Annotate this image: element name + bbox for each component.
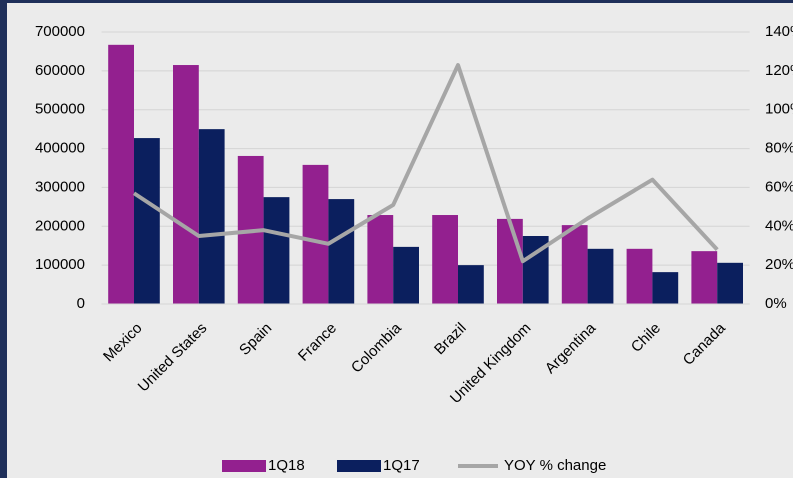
bar	[652, 272, 679, 304]
y-tick-label: 500000	[35, 101, 85, 118]
bar	[108, 44, 134, 305]
y-tick-label: 400000	[35, 140, 85, 157]
bar	[717, 262, 743, 304]
bar	[263, 197, 290, 304]
bar	[458, 265, 484, 304]
bar	[328, 199, 355, 304]
y2-tick-label: 140%	[765, 23, 793, 40]
y2-tick-label: 40%	[765, 217, 793, 234]
legend-swatch	[222, 460, 266, 472]
top-border	[0, 0, 793, 3]
bar	[691, 251, 718, 304]
y2-tick-label: 0%	[765, 295, 787, 312]
line-series	[132, 63, 719, 264]
bar	[134, 138, 160, 304]
bar	[173, 65, 199, 305]
bar	[367, 215, 394, 304]
left-border	[0, 0, 7, 478]
legend-label: YOY % change	[504, 457, 606, 474]
legend-swatch	[337, 460, 381, 472]
bar	[497, 218, 523, 304]
y2-tick-label: 60%	[765, 178, 793, 195]
bar	[587, 248, 614, 304]
y-tick-label: 600000	[35, 62, 85, 79]
y2-tick-label: 80%	[765, 140, 793, 157]
bar	[626, 248, 653, 304]
y2-tick-label: 20%	[765, 256, 793, 273]
bar	[561, 225, 588, 304]
y-tick-label: 200000	[35, 217, 85, 234]
bar	[432, 215, 458, 304]
legend-label: 1Q18	[268, 457, 305, 474]
y2-tick-label: 100%	[765, 101, 793, 118]
y2-tick-label: 120%	[765, 62, 793, 79]
y-tick-label: 300000	[35, 178, 85, 195]
bar	[302, 164, 329, 304]
y-tick-label: 100000	[35, 256, 85, 273]
bar	[393, 246, 419, 304]
y-tick-label: 700000	[35, 23, 85, 40]
legend-label: 1Q17	[383, 457, 420, 474]
y-tick-label: 0	[77, 295, 85, 312]
bar	[198, 129, 225, 304]
